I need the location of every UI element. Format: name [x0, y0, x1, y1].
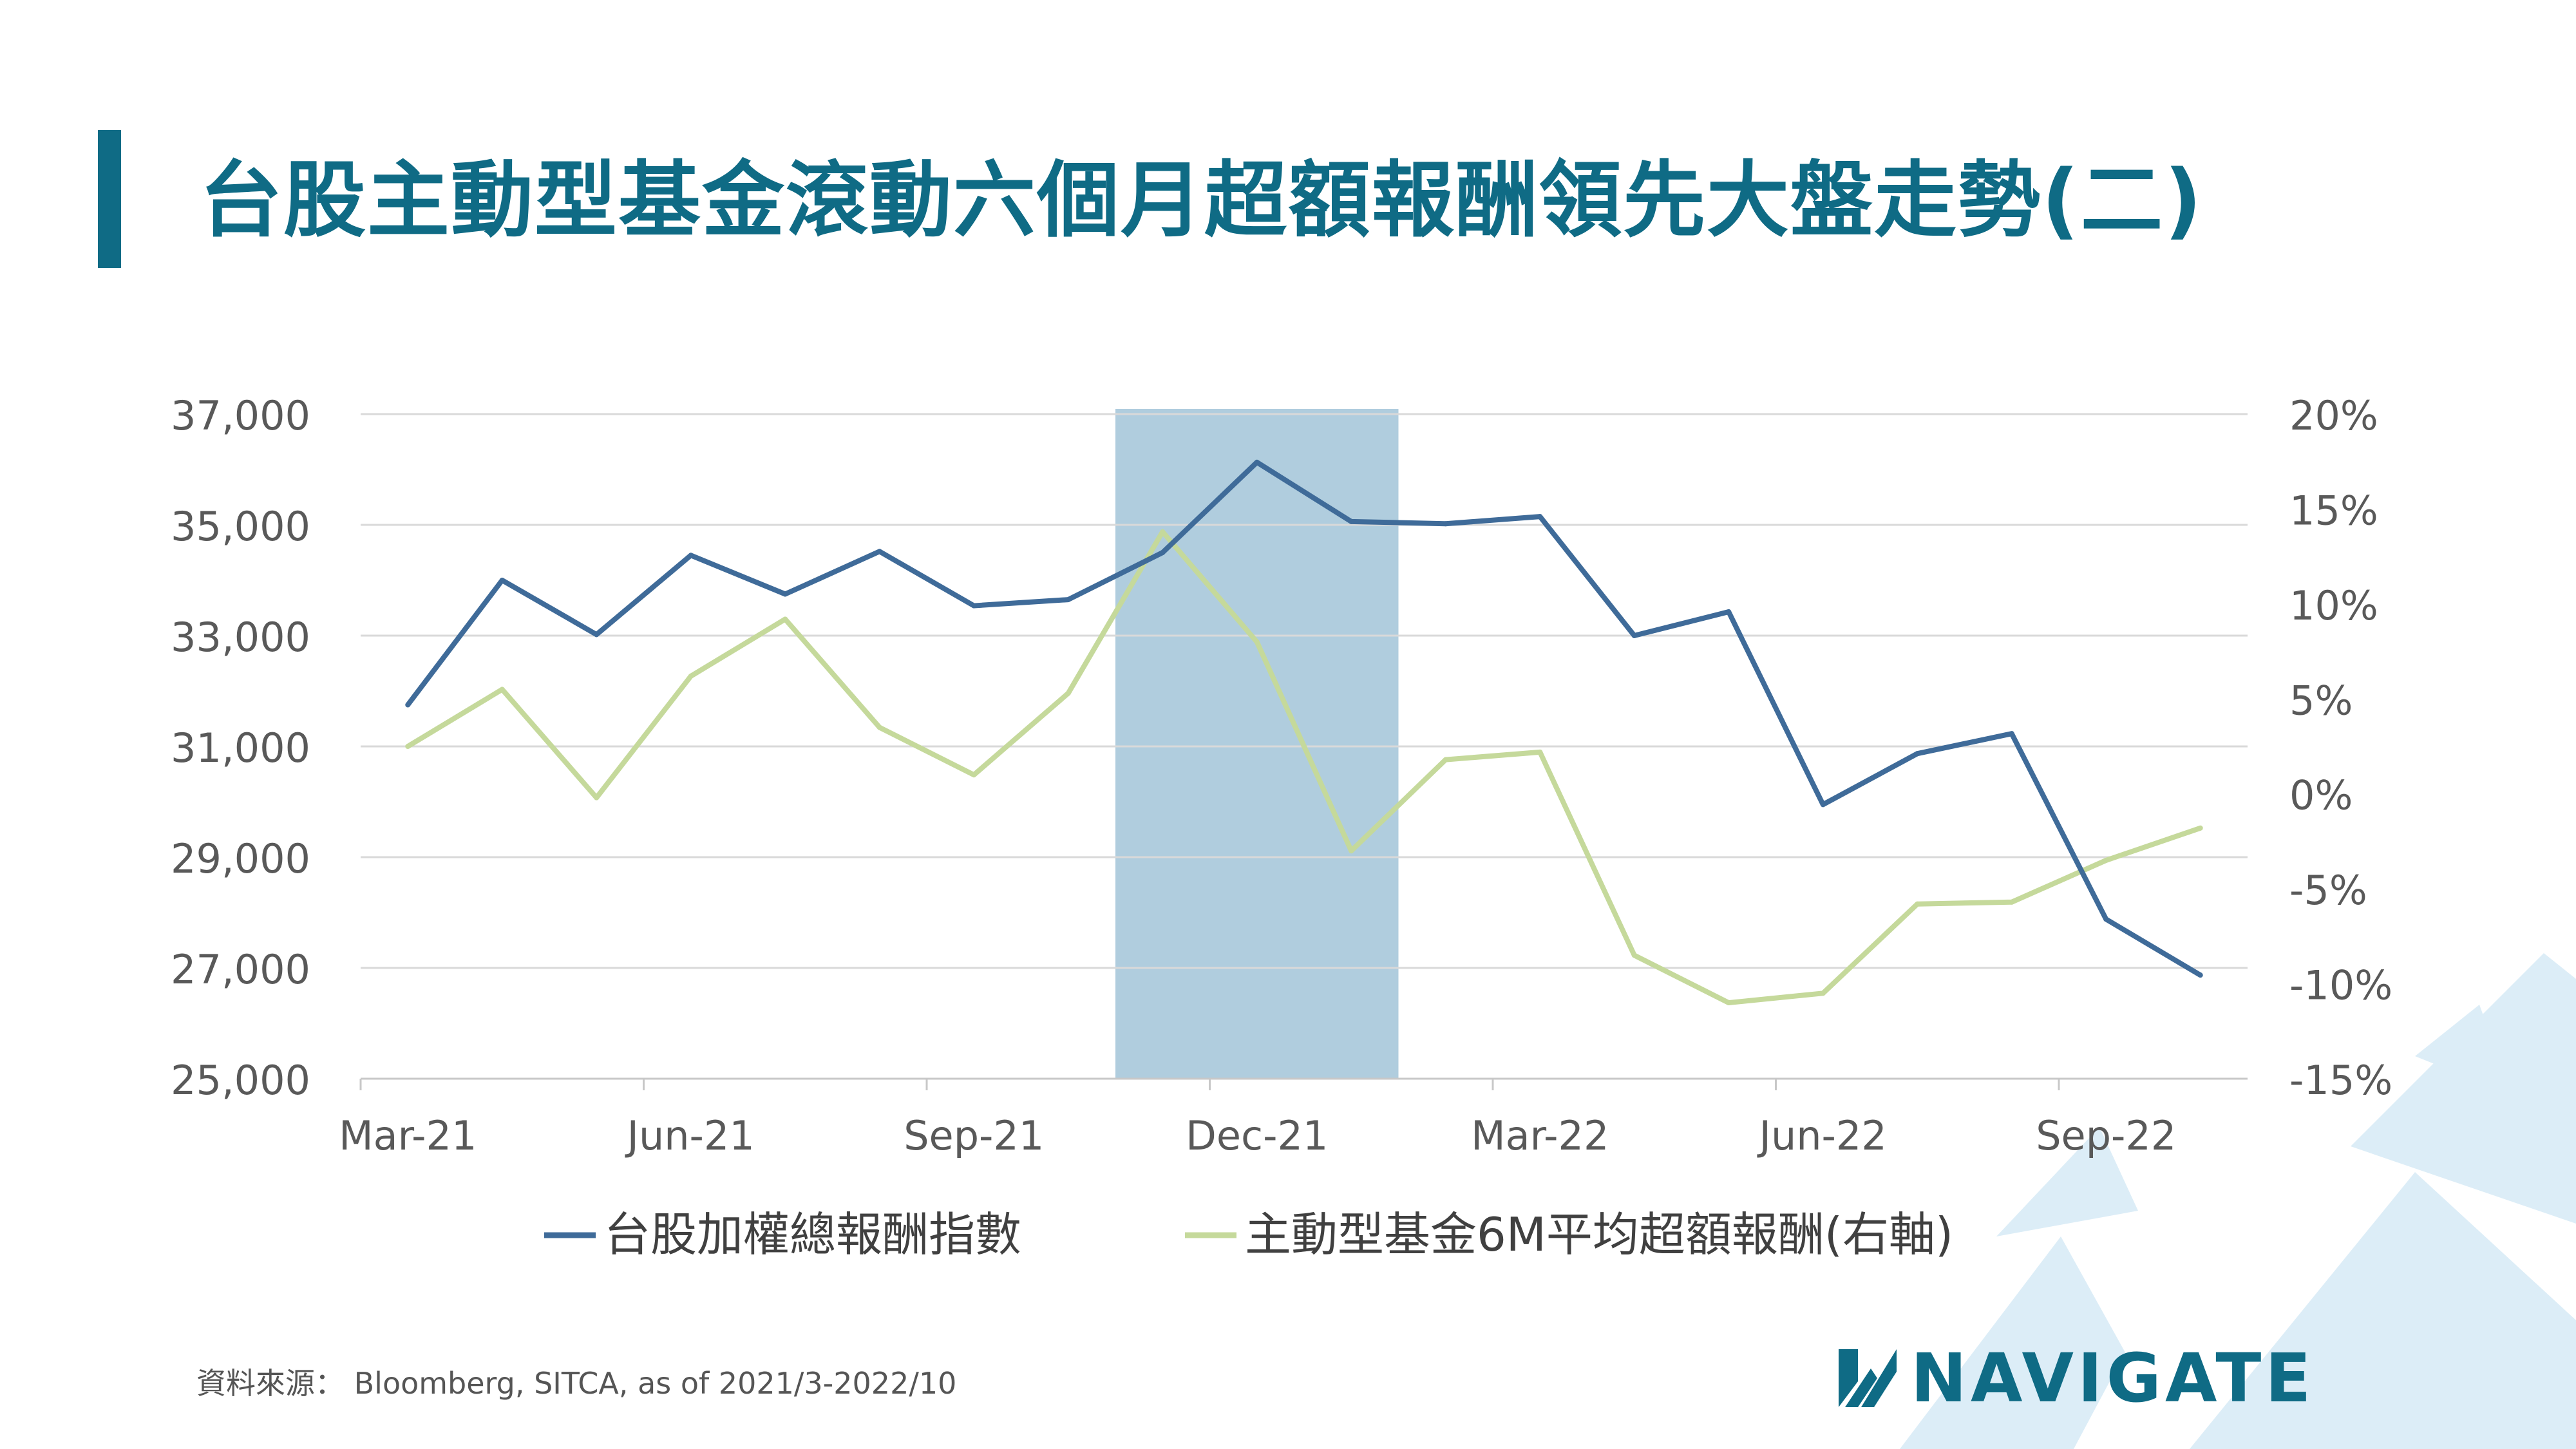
logo-text: NAVIGATE [1911, 1339, 2315, 1417]
left-tick-label: 31,000 [171, 724, 310, 772]
x-tick-label: Mar-22 [1471, 1112, 1609, 1159]
data-point-excess [1160, 529, 1166, 535]
left-axis-tick-labels: 25,000 27,000 29,000 31,000 33,000 35,000 37,0… [171, 392, 310, 1104]
data-point-taiex [2009, 731, 2014, 737]
legend-label-taiex: 台股加權總報酬指數 [604, 1208, 1021, 1262]
data-point-taiex [2103, 916, 2109, 922]
title-accent-bar [98, 130, 121, 268]
data-point-excess [2197, 825, 2203, 831]
data-point-taiex [1631, 633, 1637, 638]
data-point-taiex [1820, 802, 1826, 808]
left-tick-label: 33,000 [171, 614, 310, 661]
x-tick-label: Jun-22 [1757, 1112, 1887, 1159]
x-tick-label: Sep-22 [2036, 1112, 2176, 1159]
left-tick-label: 35,000 [171, 503, 310, 550]
page-title: 台股主動型基金滾動六個月超額報酬領先大盤走勢(二) [200, 153, 2204, 249]
legend-label-excess: 主動型基金6M平均超額報酬(右軸) [1245, 1208, 1953, 1262]
data-point-taiex [1254, 459, 1260, 465]
data-point-excess [1537, 749, 1543, 755]
data-point-taiex [688, 553, 694, 558]
data-point-taiex [782, 591, 788, 597]
data-point-excess [688, 673, 694, 679]
data-point-excess [1726, 1000, 1732, 1006]
data-point-excess [594, 795, 600, 800]
right-tick-label: -15% [2289, 1057, 2392, 1104]
right-tick-label: 0% [2289, 772, 2353, 819]
x-tick-label: Dec-21 [1186, 1112, 1328, 1159]
data-point-taiex [1537, 514, 1543, 520]
data-point-excess [971, 772, 977, 778]
data-point-taiex [1443, 521, 1448, 527]
x-tick-label: Sep-21 [904, 1112, 1044, 1159]
data-point-excess [499, 687, 505, 692]
right-tick-label: 20% [2289, 392, 2378, 439]
data-point-excess [405, 744, 411, 749]
highlight-band [1115, 409, 1399, 1079]
data-point-excess [1349, 848, 1354, 854]
right-tick-label: 15% [2289, 487, 2378, 534]
data-point-excess [1915, 901, 1920, 907]
data-point-taiex [1915, 751, 1920, 757]
data-point-excess [2103, 857, 2109, 863]
x-axis-tick-labels: Mar-21 Jun-21 Sep-21 Dec-21 Mar-22 Jun-22 Sep-… [339, 1112, 2176, 1159]
data-point-taiex [1726, 609, 1732, 615]
data-point-excess [1820, 990, 1826, 996]
data-point-taiex [2197, 972, 2203, 978]
data-point-taiex [1349, 518, 1354, 524]
x-tick-label: Jun-21 [625, 1112, 755, 1159]
navigate-logo: NAVIGATE [1839, 1343, 2315, 1414]
right-tick-label: -10% [2289, 962, 2392, 1009]
series-line-excess-return [406, 529, 2202, 1006]
legend: 台股加權總報酬指數 主動型基金6M平均超額報酬(右軸) [544, 1208, 1953, 1262]
data-point-taiex [499, 578, 505, 583]
data-point-excess [2009, 899, 2014, 905]
data-point-excess [782, 616, 788, 622]
left-tick-label: 29,000 [171, 835, 310, 882]
x-axis-ticks [359, 1079, 2060, 1090]
right-tick-label: 5% [2289, 677, 2353, 724]
source-note: 資料來源： Bloomberg, SITCA, as of 2021/3-202… [196, 1366, 957, 1401]
data-point-excess [1443, 757, 1448, 762]
series-points [405, 459, 2203, 1006]
right-tick-label: -5% [2289, 867, 2367, 914]
series-line-taiex-total-return [406, 459, 2202, 978]
data-point-taiex [1160, 550, 1166, 555]
data-point-taiex [876, 549, 882, 554]
right-tick-label: 10% [2289, 582, 2378, 629]
right-axis-tick-labels: -15% -10% -5% 0% 5% 10% 15% 20% [2289, 392, 2392, 1104]
x-tick-label: Mar-21 [339, 1112, 477, 1159]
data-point-excess [876, 724, 882, 730]
left-tick-label: 25,000 [171, 1057, 310, 1104]
data-point-taiex [594, 632, 600, 638]
logo-mark-icon [1839, 1349, 1897, 1407]
data-point-excess [1631, 952, 1637, 958]
background-decoration [1900, 953, 2576, 1449]
data-point-taiex [405, 702, 411, 708]
left-tick-label: 37,000 [171, 392, 310, 439]
left-tick-label: 27,000 [171, 946, 310, 993]
data-point-taiex [971, 603, 977, 609]
data-point-excess [1254, 639, 1260, 645]
data-point-taiex [1065, 597, 1071, 603]
data-point-excess [1065, 690, 1071, 696]
